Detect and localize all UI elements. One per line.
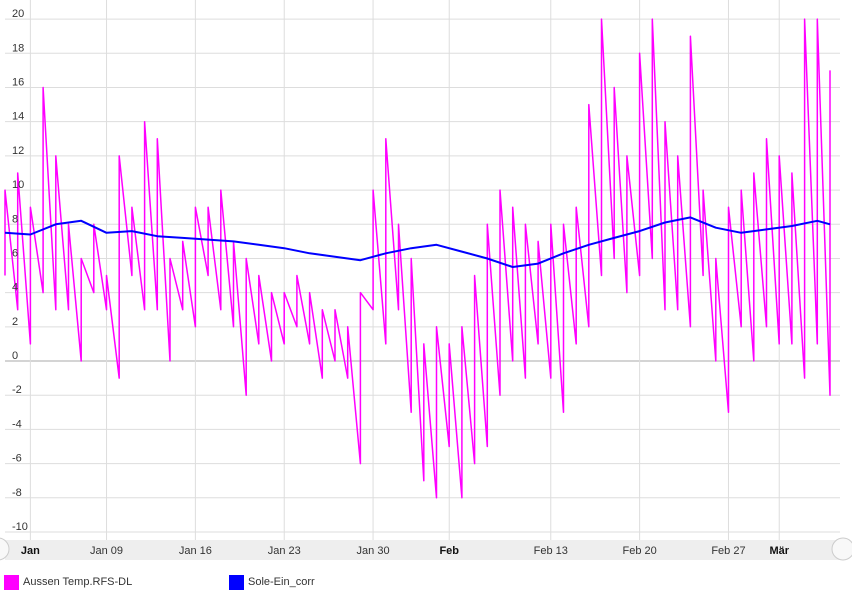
x-tick-label: Jan [21,545,40,557]
y-tick-label: 4 [12,282,18,294]
x-tick-label: Jan 23 [268,545,301,557]
x-tick-label: Mär [769,545,789,557]
y-tick-label: -10 [12,521,28,533]
x-axis: Jan Jan 09 Jan 16 Jan 23 Jan 30 Feb Feb 13 Feb … [21,545,790,557]
y-tick-label: 12 [12,145,24,157]
legend-swatch-blue [229,574,244,590]
y-tick-label: -6 [12,453,22,465]
y-tick-label: -8 [12,487,22,499]
legend-item-outdoor-temp[interactable]: Aussen Temp.RFS-DL [4,572,132,592]
legend-label: Aussen Temp.RFS-DL [23,576,133,588]
x-tick-label: Jan 16 [179,545,212,557]
legend-label: Sole-Ein_corr [248,576,315,588]
y-tick-label: 0 [12,350,18,362]
x-tick-label: Feb 13 [534,545,568,557]
x-tick-label: Feb [439,545,459,557]
y-tick-label: 14 [12,111,24,123]
y-tick-label: 16 [12,76,24,88]
y-tick-label: 18 [12,42,24,54]
legend-swatch-magenta [4,574,19,590]
series-layer [4,18,831,499]
y-tick-label: 10 [12,179,24,191]
series-line-1 [4,216,831,268]
scroll-end-handle[interactable] [831,537,852,561]
y-tick-label: 6 [12,247,18,259]
y-tick-label: 20 [12,8,24,20]
y-tick-label: -4 [12,418,22,430]
x-tick-label: Jan 30 [357,545,390,557]
x-tick-label: Feb 20 [622,545,656,557]
x-axis-bar [5,540,840,560]
x-tick-label: Jan 09 [90,545,123,557]
series-line-0 [4,18,831,499]
scroll-start-handle[interactable] [0,537,10,561]
legend-item-sole-ein[interactable]: Sole-Ein_corr [229,572,315,592]
y-tick-label: 2 [12,316,18,328]
y-tick-label: -2 [12,384,22,396]
y-tick-label: 8 [12,213,18,225]
x-tick-label: Feb 27 [711,545,745,557]
